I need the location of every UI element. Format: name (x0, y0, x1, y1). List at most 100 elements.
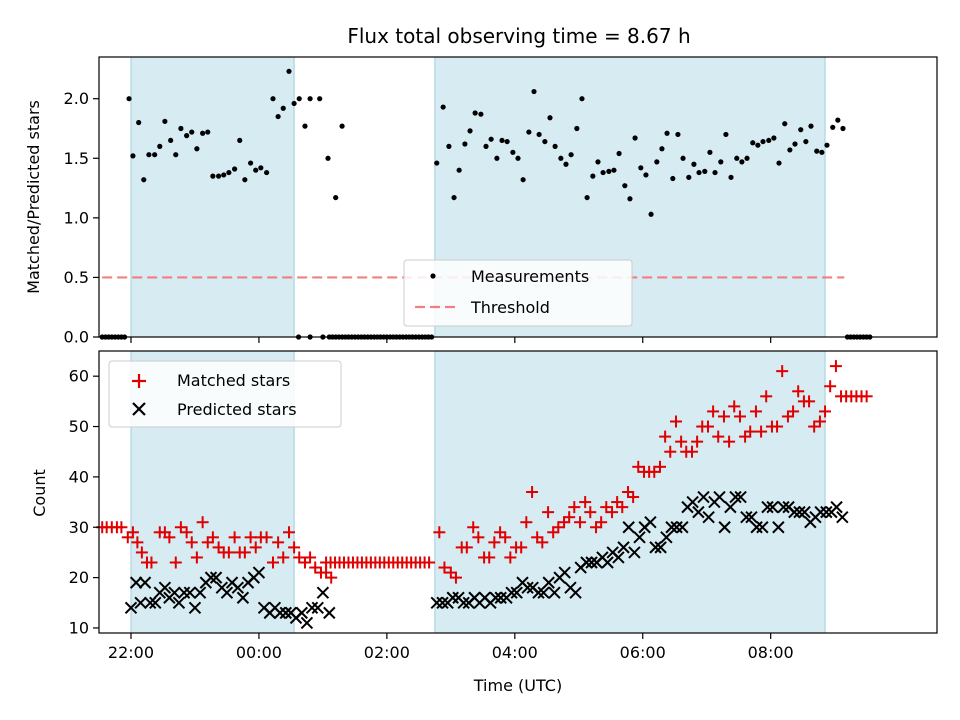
measurement-point (536, 131, 542, 138)
x-axis-label: Time (UTC) (473, 676, 562, 695)
y-tick-label: 1.5 (64, 149, 89, 168)
bottom-legend: Matched stars Predicted stars (108, 360, 342, 428)
measurement-point (632, 135, 638, 141)
matched-stars-point (180, 526, 193, 539)
measurement-point (782, 121, 788, 127)
matched-stars-point (488, 536, 501, 549)
measurement-point (264, 169, 270, 176)
matched-stars-point (282, 526, 295, 539)
predicted-stars-point (129, 576, 143, 589)
matched-stars-point (212, 541, 225, 554)
matched-stars-point (298, 556, 311, 569)
chart-title: Flux total observing time = 8.67 h (347, 24, 690, 48)
matched-stars-point (558, 516, 571, 529)
predicted-stars-point (494, 591, 507, 604)
matched-stars-point (145, 556, 158, 569)
y-tick-label: 1.0 (64, 208, 89, 227)
matched-stars-point (654, 460, 667, 473)
matched-stars-point (776, 365, 789, 378)
measurement-point (659, 146, 665, 152)
predicted-stars-point (718, 521, 731, 534)
predicted-stars-point (510, 586, 523, 599)
measurement-point (776, 160, 782, 166)
measurement-point (184, 133, 190, 139)
matched-stars-point (185, 536, 198, 549)
matched-stars-point (659, 430, 672, 443)
measurement-point (739, 159, 745, 165)
measurement-point (579, 96, 585, 102)
predicted-stars-point (209, 571, 223, 584)
predicted-stars-point (585, 556, 598, 569)
predicted-stars-point (183, 586, 197, 599)
measurement-point (824, 142, 830, 148)
matched-stars-point (467, 521, 480, 534)
measurement-point (627, 196, 633, 202)
predicted-stars-point (138, 576, 152, 589)
bottom-y-ticks: 10 20 30 40 50 60 (69, 367, 99, 637)
measurement-point (462, 141, 468, 147)
predicted-stars-point (311, 601, 324, 615)
legend-matched-marker (132, 374, 146, 388)
matched-stars-point (174, 521, 187, 534)
predicted-stars-point (660, 531, 673, 544)
measurement-point (552, 143, 558, 149)
predicted-stars-point (777, 500, 790, 514)
y-tick-label: 10 (69, 618, 89, 637)
predicted-stars-point (740, 510, 753, 524)
matched-stars-point (733, 410, 746, 423)
matched-stars-point (131, 536, 144, 549)
measurement-point (237, 137, 243, 144)
measurement-point (520, 177, 526, 183)
predicted-stars-point (750, 521, 763, 534)
legend-measurements-marker (430, 273, 436, 279)
predicted-stars-point (644, 516, 657, 529)
measurement-point (744, 155, 750, 161)
matched-stars-point (787, 405, 800, 418)
top-x-ticks (130, 337, 772, 343)
measurement-point (595, 159, 601, 165)
predicted-stars-point (830, 500, 843, 514)
bottom-legend-box (108, 360, 342, 428)
top-legend: Measurements Threshold (403, 259, 633, 327)
bottom-x-ticks: 22:00 00:00 02:00 04:00 06:00 08:00 (108, 633, 794, 662)
measurement-point (210, 173, 216, 179)
matched-stars-point (433, 526, 446, 539)
matched-stars-point (622, 486, 635, 498)
measurement-point (638, 165, 644, 171)
measurement-point (696, 169, 702, 176)
measurement-point (755, 142, 761, 148)
predicted-stars-point (788, 505, 801, 519)
matched-stars-point (190, 551, 203, 564)
predicted-stars-point (670, 521, 683, 534)
matched-stars-point (813, 415, 826, 428)
legend-matched-label: Matched stars (177, 371, 290, 390)
predicted-stars-point (134, 596, 147, 609)
predicted-stars-point (569, 586, 582, 599)
predicted-stars-point (231, 581, 245, 594)
measurement-point (152, 152, 158, 158)
matched-stars-point (249, 541, 262, 554)
predicted-stars-point (158, 581, 172, 594)
measurement-point (440, 104, 446, 110)
predicted-stars-point (279, 606, 292, 620)
predicted-stars-point (772, 521, 785, 534)
matched-stars-point (460, 541, 473, 554)
measurement-point (648, 211, 654, 217)
measurement-point (136, 119, 142, 126)
measurement-point (242, 177, 248, 183)
legend-measurements-label: Measurements (471, 267, 589, 286)
predicted-stars-point (676, 521, 689, 534)
measurement-point (456, 167, 462, 173)
predicted-stars-point (814, 505, 827, 519)
matched-stars-point (272, 536, 285, 549)
predicted-stars-point (766, 500, 779, 514)
measurement-point (126, 96, 132, 102)
measurement-point (189, 129, 195, 135)
measurement-point (302, 123, 308, 129)
measurement-point (760, 138, 766, 145)
measurement-point (510, 149, 516, 155)
matched-stars-point (423, 556, 436, 569)
matched-stars-point (222, 546, 235, 559)
measurement-point (226, 169, 232, 176)
predicted-stars-point (702, 510, 715, 524)
